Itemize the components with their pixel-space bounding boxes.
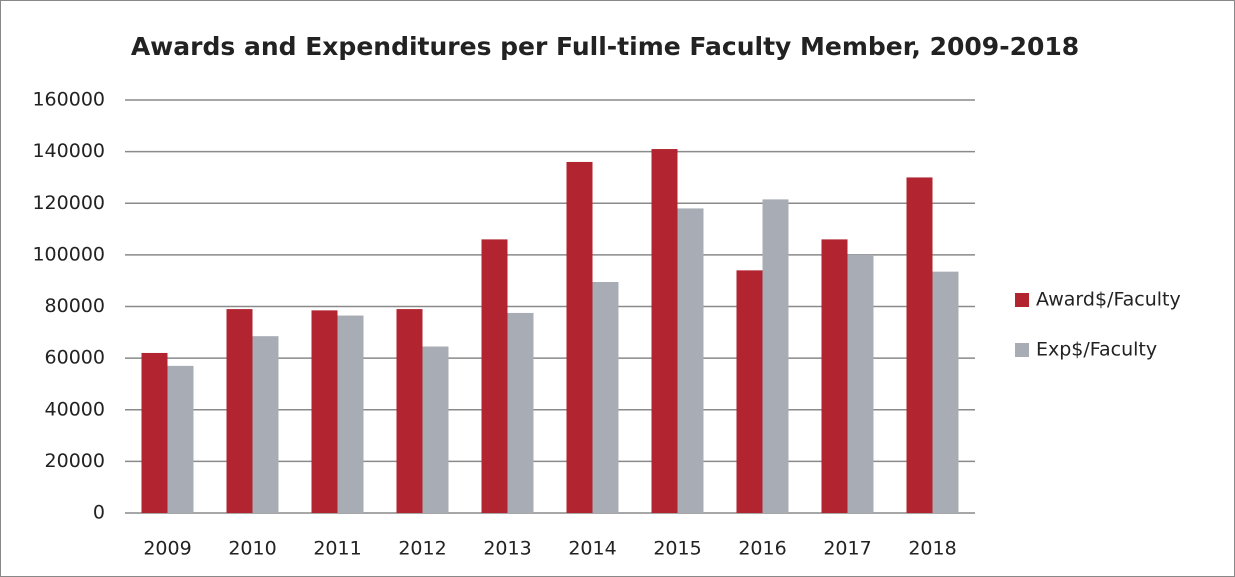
bar — [141, 352, 168, 513]
y-tick-label: 40000 — [45, 398, 105, 420]
y-tick-label: 60000 — [45, 347, 105, 369]
bar — [906, 177, 933, 513]
legend-label: Exp$/Faculty — [1036, 339, 1157, 361]
y-tick-label: 160000 — [32, 89, 105, 111]
x-tick-label: 2011 — [313, 538, 361, 560]
bar — [651, 149, 678, 513]
y-tick-label: 140000 — [32, 140, 105, 162]
legend-label: Award$/Faculty — [1036, 289, 1181, 311]
y-tick-label: 120000 — [32, 192, 105, 214]
x-tick-label: 2013 — [483, 538, 531, 560]
bar — [337, 315, 364, 513]
x-tick-label: 2017 — [823, 538, 871, 560]
x-tick-label: 2014 — [568, 538, 616, 560]
bar — [932, 271, 959, 513]
bar — [821, 239, 848, 513]
y-tick-label: 20000 — [45, 450, 105, 472]
y-tick-label: 0 — [93, 502, 105, 524]
bar — [736, 270, 763, 513]
bar — [677, 208, 704, 513]
bar — [592, 281, 619, 513]
bar — [226, 309, 253, 513]
bar — [422, 346, 449, 513]
x-tick-label: 2012 — [398, 538, 446, 560]
bar — [167, 365, 194, 513]
bar — [481, 239, 508, 513]
y-tick-label: 100000 — [32, 243, 105, 265]
legend-swatch — [1015, 343, 1029, 357]
y-tick-label: 80000 — [45, 295, 105, 317]
bar — [396, 309, 423, 513]
bar — [507, 312, 534, 513]
bar — [847, 254, 874, 513]
x-tick-label: 2009 — [143, 538, 191, 560]
x-tick-label: 2016 — [738, 538, 786, 560]
x-tick-label: 2010 — [228, 538, 276, 560]
chart-title: Awards and Expenditures per Full-time Fa… — [131, 32, 1079, 61]
bar — [566, 161, 593, 513]
x-tick-label: 2015 — [653, 538, 701, 560]
bar — [252, 336, 279, 513]
legend-swatch — [1015, 293, 1029, 307]
bar — [762, 199, 789, 514]
bar — [311, 310, 338, 513]
x-tick-label: 2018 — [908, 538, 956, 560]
